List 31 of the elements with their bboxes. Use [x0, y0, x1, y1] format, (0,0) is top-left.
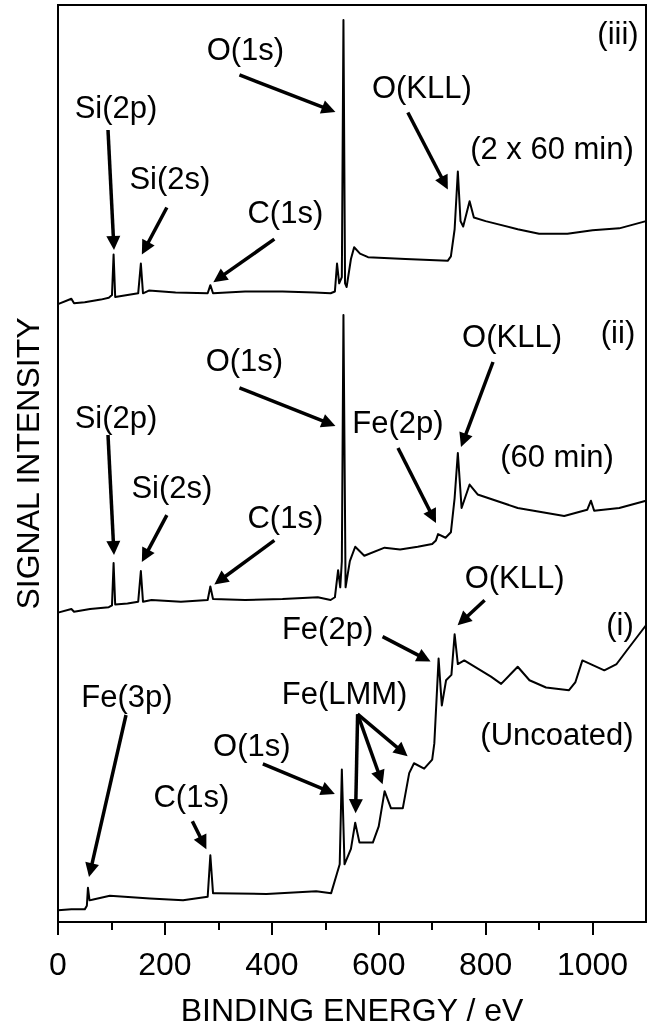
annotation: C(1s) [247, 499, 324, 535]
annotation: O(1s) [213, 728, 291, 764]
annotation: Si(2p) [74, 89, 158, 125]
annotation: O(KLL) [462, 318, 562, 354]
annotation: (ii) [600, 314, 636, 350]
x-tick-label: 600 [352, 946, 406, 982]
x-axis-title: BINDING ENERGY / eV [180, 992, 524, 1028]
annotation: Fe(2p) [352, 404, 444, 440]
annotation: (iii) [597, 15, 639, 51]
annotation: Fe(3p) [81, 678, 173, 714]
annotation: O(1s) [205, 343, 284, 379]
x-tick-label: 0 [49, 946, 67, 982]
annotation: Fe(2p) [281, 611, 374, 647]
annotation: (i) [606, 606, 634, 642]
annotation: C(1s) [153, 778, 230, 814]
x-tick-label: 1000 [556, 946, 629, 982]
annotation: C(1s) [247, 194, 324, 230]
x-tick-label: 800 [458, 946, 513, 982]
y-axis-title: SIGNAL INTENSITY [10, 317, 46, 610]
annotation: Fe(LMM) [281, 675, 408, 711]
annotation: O(1s) [206, 32, 285, 68]
x-tick-label: 200 [138, 946, 192, 982]
annotation: O(KLL) [371, 70, 472, 106]
annotation: (60 min) [500, 438, 614, 474]
x-tick-label: 400 [245, 946, 299, 982]
annotation: Si(2s) [131, 469, 213, 505]
annotation: (Uncoated) [480, 716, 634, 752]
annotation: (2 x 60 min) [470, 130, 634, 166]
annotation: Si(2s) [129, 161, 211, 197]
annotation: Si(2p) [74, 399, 158, 435]
annotation: O(KLL) [464, 559, 565, 595]
